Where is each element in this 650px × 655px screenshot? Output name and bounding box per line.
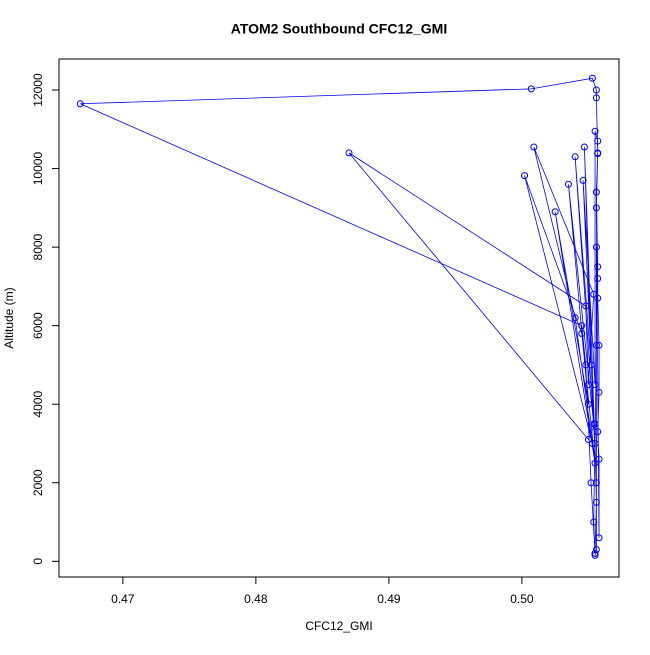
data-point bbox=[521, 172, 529, 180]
data-point bbox=[578, 322, 586, 330]
data-point bbox=[592, 243, 600, 251]
y-axis-label: Altitude (m) bbox=[2, 287, 16, 348]
data-point bbox=[530, 143, 538, 151]
data-point bbox=[591, 127, 599, 135]
y-tick-label: 4000 bbox=[31, 391, 45, 418]
data-point bbox=[564, 180, 572, 188]
data-point bbox=[587, 479, 595, 487]
data-point bbox=[592, 94, 600, 102]
y-tick-label: 2000 bbox=[31, 469, 45, 496]
data-point bbox=[571, 314, 579, 322]
data-point bbox=[584, 381, 592, 389]
data-point bbox=[345, 149, 353, 157]
data-point bbox=[595, 388, 603, 396]
data-point bbox=[592, 86, 600, 94]
data-point bbox=[76, 100, 84, 108]
data-point bbox=[591, 459, 599, 467]
data-point bbox=[591, 439, 599, 447]
data-point bbox=[578, 330, 586, 338]
data-point bbox=[587, 361, 595, 369]
data-point bbox=[594, 150, 602, 158]
data-point bbox=[594, 428, 602, 436]
data-point bbox=[594, 275, 602, 283]
y-tick-label: 6000 bbox=[31, 312, 45, 339]
data-point bbox=[594, 263, 602, 271]
x-tick-label: 0.47 bbox=[111, 592, 135, 606]
data-point bbox=[551, 208, 559, 216]
data-point bbox=[571, 153, 579, 161]
data-point bbox=[592, 479, 600, 487]
data-point bbox=[592, 498, 600, 506]
data-point bbox=[591, 381, 599, 389]
data-point bbox=[588, 439, 596, 447]
data-point bbox=[595, 534, 603, 542]
data-point bbox=[582, 302, 590, 310]
data-point bbox=[592, 341, 600, 349]
data-point bbox=[592, 188, 600, 196]
data-point bbox=[590, 420, 598, 428]
data-point bbox=[590, 290, 598, 298]
data-point bbox=[579, 176, 587, 184]
data-point bbox=[527, 85, 535, 93]
x-tick-label: 0.48 bbox=[244, 592, 268, 606]
data-point bbox=[584, 400, 592, 408]
data-point bbox=[580, 143, 588, 151]
chart-title: ATOM2 Southbound CFC12_GMI bbox=[231, 21, 447, 37]
y-tick-label: 0 bbox=[31, 558, 45, 565]
data-point bbox=[594, 137, 602, 145]
x-axis-label: CFC12_GMI bbox=[305, 619, 372, 633]
data-point bbox=[582, 361, 590, 369]
x-tick-label: 0.50 bbox=[510, 592, 534, 606]
series-line bbox=[80, 77, 600, 556]
data-point bbox=[595, 341, 603, 349]
data-point bbox=[595, 455, 603, 463]
data-point bbox=[584, 436, 592, 444]
y-tick-label: 8000 bbox=[31, 233, 45, 260]
data-point bbox=[590, 518, 598, 526]
data-point bbox=[594, 294, 602, 302]
data-point bbox=[591, 551, 599, 559]
y-tick-label: 10000 bbox=[31, 152, 45, 186]
data-point bbox=[591, 549, 599, 557]
x-tick-label: 0.49 bbox=[377, 592, 401, 606]
data-point bbox=[592, 204, 600, 212]
data-point bbox=[588, 74, 596, 82]
y-tick-label: 12000 bbox=[31, 73, 45, 107]
